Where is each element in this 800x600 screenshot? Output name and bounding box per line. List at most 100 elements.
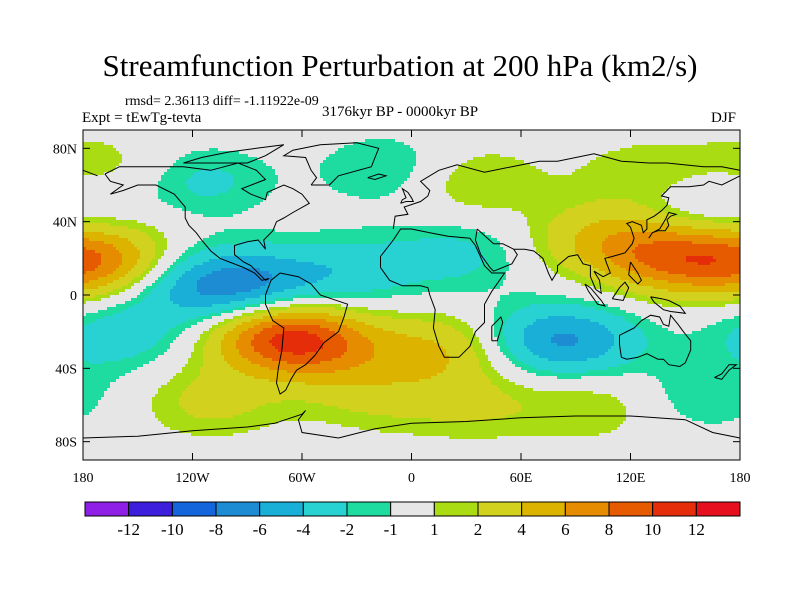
field-cell [707,133,711,137]
field-cell [392,181,396,185]
field-cell [83,151,87,155]
field-cell [293,175,297,179]
field-cell [110,148,114,152]
field-cell [563,130,567,134]
field-cell [506,172,510,176]
field-cell [389,145,393,149]
field-cell [446,148,450,152]
field-cell [428,154,432,158]
field-cell [455,157,459,161]
field-cell [377,175,381,179]
field-cell [377,181,381,185]
field-cell [335,193,339,197]
field-cell [587,148,591,152]
field-cell [128,169,132,173]
field-cell [440,151,444,155]
field-cell [203,154,207,158]
field-cell [224,172,228,176]
field-cell [728,148,732,152]
field-cell [674,187,678,191]
field-cell [83,187,87,191]
field-cell [479,175,483,179]
field-cell [395,154,399,158]
field-cell [413,157,417,161]
field-cell [353,136,357,140]
field-cell [686,184,690,188]
field-cell [95,166,99,170]
field-cell [398,169,402,173]
field-cell [128,184,132,188]
field-cell [647,163,651,167]
field-cell [512,148,516,152]
field-cell [581,139,585,143]
field-cell [371,172,375,176]
field-cell [422,130,426,134]
field-cell [626,154,630,158]
field-cell [686,190,690,194]
field-cell [260,187,264,191]
field-cell [647,142,651,146]
field-cell [206,166,210,170]
field-cell [602,139,606,143]
field-cell [503,148,507,152]
field-cell [344,187,348,191]
field-cell [380,166,384,170]
field-cell [431,148,435,152]
field-cell [695,142,699,146]
field-cell [686,142,690,146]
field-cell [317,154,321,158]
field-cell [656,145,660,149]
field-cell [581,193,585,197]
field-cell [317,196,321,200]
field-cell [302,196,306,200]
field-cell [695,187,699,191]
field-cell [437,136,441,140]
field-cell [524,175,528,179]
field-cell [401,181,405,185]
field-cell [452,175,456,179]
field-cell [305,172,309,176]
field-cell [698,178,702,182]
field-cell [647,181,651,185]
field-cell [308,169,312,173]
field-cell [89,196,93,200]
field-cell [413,133,417,137]
field-cell [257,154,261,158]
field-cell [368,163,372,167]
field-cell [605,154,609,158]
field-cell [206,175,210,179]
field-cell [554,136,558,140]
field-cell [320,172,324,176]
field-cell [515,151,519,155]
field-cell [122,160,126,164]
field-cell [455,187,459,191]
field-cell [602,184,606,188]
field-cell [566,166,570,170]
field-cell [164,196,168,200]
field-cell [167,172,171,176]
field-cell [296,130,300,134]
field-cell [611,193,615,197]
field-cell [419,178,423,182]
field-cell [296,151,300,155]
field-cell [599,160,603,164]
field-cell [482,157,486,161]
field-cell [407,130,411,134]
field-cell [389,148,393,152]
field-cell [92,196,96,200]
field-cell [281,151,285,155]
field-cell [413,190,417,194]
field-cell [716,181,720,185]
field-cell [434,193,438,197]
field-cell [545,184,549,188]
field-cell [134,175,138,179]
field-cell [407,193,411,197]
field-cell [581,175,585,179]
field-cell [560,187,564,191]
field-cell [665,169,669,173]
field-cell [335,166,339,170]
field-cell [449,160,453,164]
field-cell [197,187,201,191]
field-cell [290,145,294,149]
field-cell [641,136,645,140]
